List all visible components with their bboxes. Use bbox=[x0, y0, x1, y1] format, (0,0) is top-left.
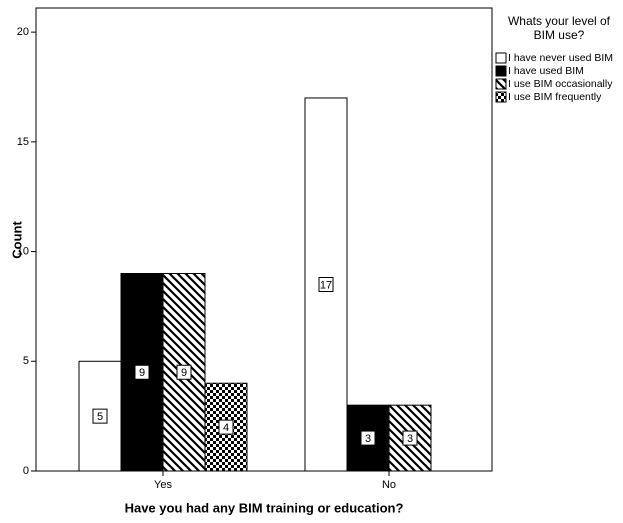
data-label-box bbox=[318, 276, 334, 292]
x-tick-label: No bbox=[382, 479, 396, 491]
data-label: 4 bbox=[223, 422, 229, 434]
legend-label: I have never used BIM bbox=[508, 52, 613, 64]
data-label-box bbox=[92, 408, 108, 424]
data-label-box bbox=[176, 364, 192, 380]
y-axis-label: Count bbox=[9, 221, 24, 259]
y-tick-label: 5 bbox=[23, 355, 29, 367]
data-label-box bbox=[134, 364, 150, 380]
x-tick-label: Yes bbox=[154, 479, 172, 491]
data-label-box bbox=[218, 419, 234, 435]
y-tick-label: 0 bbox=[23, 465, 29, 477]
legend-label: I use BIM frequently bbox=[508, 91, 602, 103]
legend-title: Whats your level of BIM use? bbox=[507, 14, 611, 42]
legend-label: I use BIM occasionally bbox=[508, 78, 613, 90]
data-label: 3 bbox=[407, 433, 413, 445]
y-tick-label: 10 bbox=[17, 245, 29, 257]
data-label: 3 bbox=[365, 433, 371, 445]
y-tick-label: 20 bbox=[17, 26, 29, 38]
legend-swatch bbox=[495, 52, 507, 64]
x-axis-label: Have you had any BIM training or educati… bbox=[125, 500, 404, 515]
data-label-box bbox=[360, 430, 376, 446]
legend-swatch bbox=[495, 65, 507, 77]
legend-swatch bbox=[495, 78, 507, 90]
y-tick-label: 15 bbox=[17, 136, 29, 148]
data-label-box bbox=[402, 430, 418, 446]
legend-swatch bbox=[495, 91, 507, 103]
legend-label: I have used BIM bbox=[508, 65, 584, 77]
plot-frame bbox=[35, 7, 493, 472]
data-label: 9 bbox=[139, 367, 145, 379]
data-label: 17 bbox=[320, 279, 332, 291]
data-label: 5 bbox=[97, 411, 103, 423]
data-label: 9 bbox=[181, 367, 187, 379]
